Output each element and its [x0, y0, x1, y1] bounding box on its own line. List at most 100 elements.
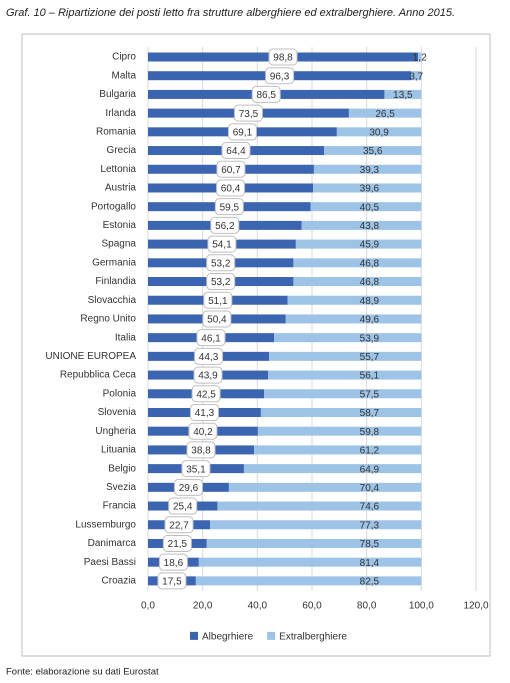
value-label-box	[203, 291, 233, 309]
y-tick-label: Estonia	[103, 220, 137, 231]
bar-segment	[198, 557, 422, 567]
value-label: 64,9	[360, 464, 380, 475]
legend-label: Albegrhiere	[202, 632, 254, 643]
bar-segment	[313, 164, 422, 174]
value-label: 42,5	[196, 389, 216, 400]
bar-segment	[269, 351, 422, 361]
value-label: 13,5	[393, 90, 413, 101]
y-tick-label: Lettonia	[100, 164, 136, 175]
value-label: 59,5	[220, 202, 240, 213]
bar-segment	[257, 426, 422, 436]
y-tick-label: Lussemburgo	[75, 519, 136, 530]
value-label-box	[265, 67, 295, 85]
y-tick-label: Polonia	[103, 388, 137, 399]
bar-segment	[260, 407, 422, 417]
value-label: 98,8	[273, 53, 293, 64]
y-tick-label: Bulgaria	[99, 89, 136, 100]
value-label: 69,1	[233, 127, 253, 138]
bar-segment	[295, 239, 422, 249]
value-label-box	[168, 497, 198, 515]
value-label: 44,3	[199, 352, 219, 363]
value-label: 41,3	[195, 408, 215, 419]
value-label: 49,6	[360, 315, 380, 326]
value-label: 77,3	[360, 520, 380, 531]
value-label: 38,8	[191, 446, 211, 457]
y-tick-label: Paesi Bassi	[84, 557, 136, 568]
value-label: 51,1	[208, 296, 228, 307]
value-label-box	[196, 329, 226, 347]
bar-segment	[274, 333, 422, 343]
value-label: 40,2	[193, 427, 213, 438]
value-label: 35,1	[186, 464, 206, 475]
value-label-box	[191, 385, 221, 403]
value-label: 57,5	[360, 389, 380, 400]
value-label-box	[216, 179, 246, 197]
bar-segment	[324, 146, 422, 156]
value-label: 46,8	[360, 258, 380, 269]
bar-segment	[206, 538, 422, 548]
y-tick-label: Finlandia	[95, 276, 136, 287]
y-tick-label: Lituania	[101, 445, 136, 456]
value-label-box	[207, 235, 237, 253]
value-label-box	[202, 310, 232, 328]
value-label: 82,5	[360, 577, 380, 588]
y-tick-label: Portogallo	[91, 201, 136, 212]
y-tick-label: Grecia	[107, 145, 137, 156]
bar-segment	[195, 576, 422, 586]
y-tick-label: UNIONE EUROPEA	[45, 351, 136, 362]
y-tick-label: Austria	[105, 183, 137, 194]
value-label: 39,3	[360, 165, 380, 176]
value-label-box	[194, 347, 224, 365]
value-label-box	[206, 254, 236, 272]
value-label: 54,1	[212, 240, 232, 251]
value-label: 59,8	[360, 427, 380, 438]
value-label: 46,1	[201, 333, 221, 344]
x-tick-label: 40,0	[248, 601, 268, 612]
value-label: 1,2	[413, 53, 427, 64]
value-label: 55,7	[360, 352, 380, 363]
value-label: 39,6	[360, 184, 380, 195]
value-label: 70,4	[360, 483, 380, 494]
bar-segment	[264, 389, 422, 399]
legend-swatch	[267, 631, 276, 640]
value-label: 29,6	[179, 483, 199, 494]
value-label: 43,8	[360, 221, 380, 232]
y-tick-label: Ungheria	[95, 426, 136, 437]
y-tick-label: Irlanda	[105, 108, 136, 119]
value-label-box	[158, 553, 188, 571]
value-label: 64,4	[226, 146, 246, 157]
value-label: 53,9	[360, 333, 380, 344]
value-label-box	[181, 460, 211, 478]
x-tick-label: 120,0	[463, 601, 488, 612]
y-tick-label: Slovacchia	[88, 295, 137, 306]
value-label: 74,6	[360, 502, 380, 513]
value-label: 21,5	[168, 539, 188, 550]
bar-segment	[310, 202, 422, 212]
y-tick-label: Romania	[96, 126, 136, 137]
value-label: 61,2	[360, 446, 380, 457]
value-label-box	[157, 572, 187, 590]
value-label: 43,9	[198, 371, 218, 382]
y-tick-label: Croazia	[102, 576, 137, 587]
value-label-box	[162, 534, 192, 552]
value-label: 73,5	[239, 109, 259, 120]
value-label: 30,9	[369, 127, 389, 138]
value-label: 3,7	[409, 71, 423, 82]
bar-segment	[336, 127, 422, 137]
y-tick-label: Danimarca	[88, 538, 137, 549]
value-label-box	[206, 273, 236, 291]
bar-segment	[228, 482, 422, 492]
value-label: 96,3	[270, 71, 290, 82]
value-label-box	[233, 104, 263, 122]
bar-segment	[418, 52, 422, 62]
y-tick-label: Cipro	[112, 52, 136, 63]
value-label: 50,4	[207, 315, 227, 326]
bar-segment	[293, 258, 422, 268]
value-label: 53,2	[211, 277, 231, 288]
legend-label: Extralberghiere	[279, 632, 347, 643]
value-label-box	[251, 85, 281, 103]
bar-segment	[348, 108, 422, 118]
value-label-box	[164, 516, 194, 534]
